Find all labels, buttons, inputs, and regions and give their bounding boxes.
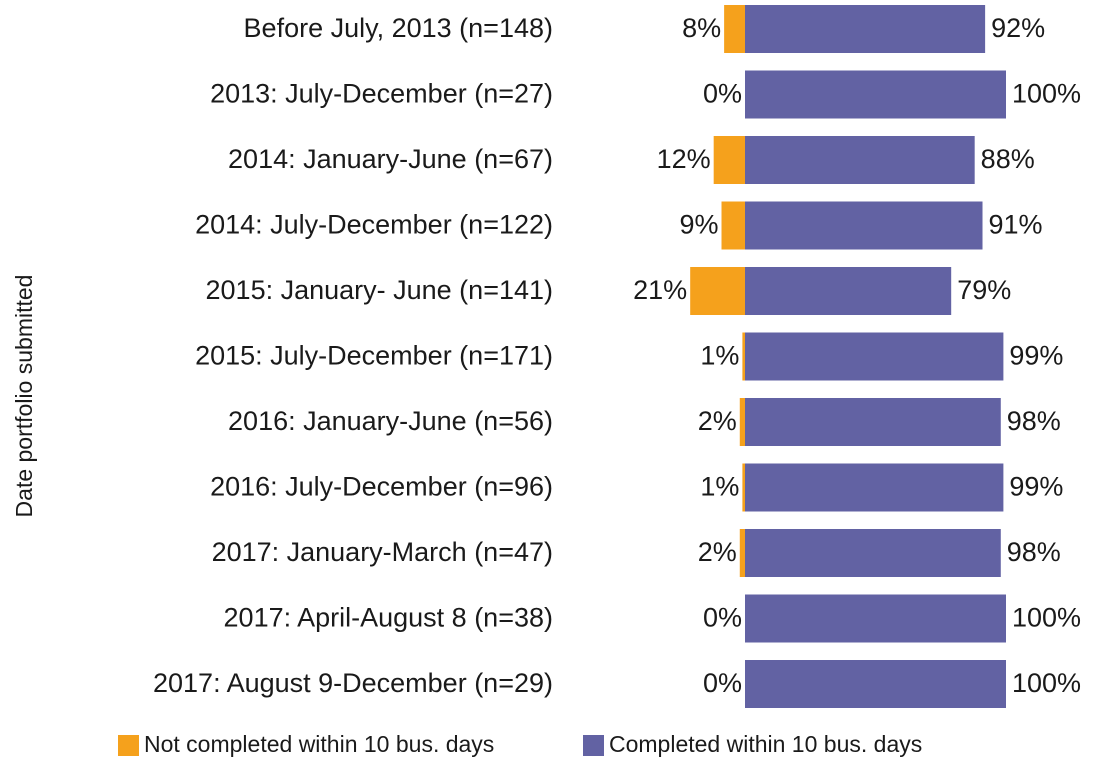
data-label: 100% bbox=[1012, 79, 1081, 109]
bar bbox=[742, 463, 745, 512]
category-label: 2015: July-December (n=171) bbox=[195, 341, 553, 371]
data-label: 1% bbox=[700, 341, 739, 371]
bar bbox=[745, 332, 1004, 381]
bar bbox=[713, 136, 745, 184]
data-label: 99% bbox=[1009, 341, 1063, 371]
bar bbox=[745, 5, 986, 53]
category-label: 2017: April-August 8 (n=38) bbox=[224, 603, 553, 633]
category-label: 2017: January-March (n=47) bbox=[212, 537, 553, 567]
bar bbox=[721, 201, 745, 250]
category-label: 2014: July-December (n=122) bbox=[195, 210, 553, 240]
bar bbox=[742, 332, 745, 381]
y-axis-label: Date portfolio submitted bbox=[11, 275, 37, 518]
category-label: 2014: January-June (n=67) bbox=[228, 144, 553, 174]
category-label: 2017: August 9-December (n=29) bbox=[153, 668, 553, 698]
bar bbox=[745, 201, 983, 250]
data-label: 79% bbox=[957, 275, 1011, 305]
data-label: 92% bbox=[991, 13, 1045, 43]
category-label: 2016: July-December (n=96) bbox=[210, 472, 553, 502]
bar bbox=[690, 267, 745, 315]
bar bbox=[745, 463, 1004, 512]
category-label: 2016: January-June (n=56) bbox=[228, 406, 553, 436]
data-label: 91% bbox=[989, 210, 1043, 240]
bar bbox=[745, 529, 1001, 577]
data-label: 0% bbox=[703, 603, 742, 633]
category-label: Before July, 2013 (n=148) bbox=[244, 13, 553, 43]
data-label: 98% bbox=[1007, 537, 1061, 567]
data-label: 1% bbox=[700, 472, 739, 502]
legend-swatch bbox=[583, 735, 604, 756]
bar bbox=[739, 529, 745, 577]
data-label: 100% bbox=[1012, 668, 1081, 698]
data-label: 21% bbox=[633, 275, 687, 305]
data-label: 9% bbox=[679, 210, 718, 240]
data-label: 98% bbox=[1007, 406, 1061, 436]
bar bbox=[745, 136, 975, 184]
bar bbox=[724, 5, 745, 53]
data-label: 0% bbox=[703, 668, 742, 698]
data-label: 88% bbox=[981, 144, 1035, 174]
legend-swatch bbox=[118, 735, 139, 756]
data-label: 99% bbox=[1009, 472, 1063, 502]
data-label: 8% bbox=[682, 13, 721, 43]
category-label: 2015: January- June (n=141) bbox=[206, 275, 553, 305]
bar bbox=[745, 398, 1001, 446]
bar bbox=[745, 660, 1006, 708]
data-label: 100% bbox=[1012, 603, 1081, 633]
bar bbox=[745, 267, 952, 315]
data-label: 0% bbox=[703, 79, 742, 109]
legend-label: Completed within 10 bus. days bbox=[609, 731, 922, 757]
data-label: 2% bbox=[698, 406, 737, 436]
legend-label: Not completed within 10 bus. days bbox=[144, 731, 494, 757]
category-label: 2013: July-December (n=27) bbox=[210, 79, 553, 109]
data-label: 2% bbox=[698, 537, 737, 567]
bar bbox=[739, 398, 745, 446]
bar bbox=[745, 594, 1006, 643]
data-label: 12% bbox=[657, 144, 711, 174]
bar bbox=[745, 70, 1006, 119]
